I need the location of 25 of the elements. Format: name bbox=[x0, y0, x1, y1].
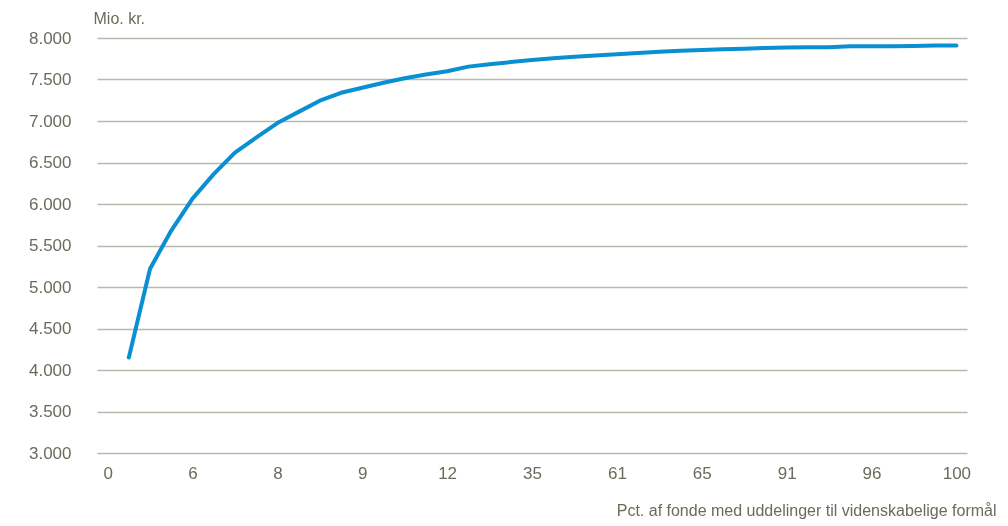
y-tick-label: 5.500 bbox=[28, 236, 72, 255]
y-tick-label: 3.500 bbox=[28, 402, 72, 421]
x-tick-label: 6 bbox=[188, 463, 198, 483]
line-series bbox=[126, 43, 959, 360]
x-tick-label: 12 bbox=[438, 463, 458, 483]
y-tick-label: 5.000 bbox=[28, 277, 72, 297]
x-tick-label: 65 bbox=[692, 463, 712, 483]
y-tick-label: 4.500 bbox=[28, 319, 72, 338]
y-tick-label: 8.000 bbox=[28, 28, 72, 48]
x-tick-label: 61 bbox=[607, 463, 627, 483]
x-tick-label: 100 bbox=[942, 463, 972, 483]
y-axis-title: Mio. kr. bbox=[93, 9, 146, 27]
x-tick-label: 91 bbox=[777, 463, 797, 483]
x-axis-title: Pct. af fonde med uddelinger til videnskabelige formål bbox=[616, 501, 997, 519]
y-tick-label: 6.500 bbox=[28, 153, 72, 172]
x-tick-label: 9 bbox=[358, 463, 368, 483]
x-tick-label: 35 bbox=[523, 463, 542, 483]
x-tick-label: 0 bbox=[103, 463, 113, 483]
y-tick-label: 3.000 bbox=[28, 443, 72, 463]
y-tick-label: 7.000 bbox=[28, 111, 72, 131]
x-tick-label: 8 bbox=[273, 463, 283, 483]
y-tick-label: 6.000 bbox=[28, 194, 72, 214]
x-tick-label: 96 bbox=[862, 463, 882, 483]
y-tick-label: 7.500 bbox=[28, 70, 72, 89]
y-tick-label: 4.000 bbox=[28, 360, 72, 380]
